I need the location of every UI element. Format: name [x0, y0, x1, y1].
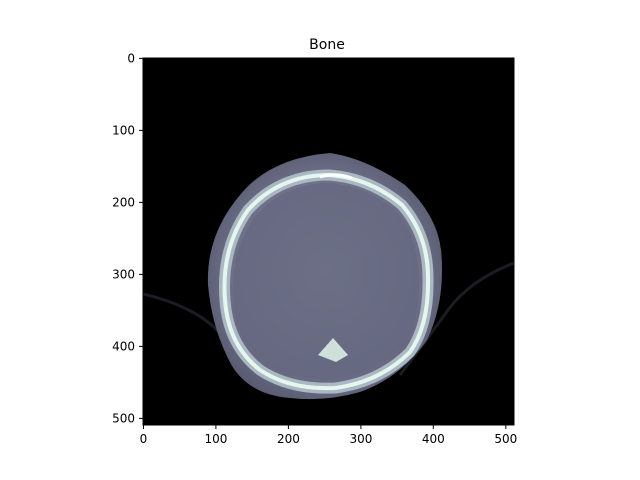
x-tick-label: 400 — [422, 432, 445, 446]
y-tick-label: 0 — [127, 52, 135, 66]
figure-title: Bone — [309, 37, 345, 53]
skull-bone-bright — [222, 172, 431, 391]
y-tick-label: 100 — [112, 124, 135, 138]
occipital-protuberance — [318, 338, 348, 362]
x-axis: 0 100 200 300 400 500 — [140, 425, 517, 446]
ct-image — [143, 58, 514, 425]
y-tick-label: 500 — [112, 412, 135, 426]
y-tick-label: 200 — [112, 196, 135, 210]
y-axis: 0 100 200 300 400 500 — [112, 52, 143, 426]
x-tick-label: 300 — [349, 432, 372, 446]
x-tick-label: 0 — [140, 432, 148, 446]
y-tick-label: 400 — [112, 340, 135, 354]
x-tick-label: 100 — [204, 432, 227, 446]
y-tick-label: 300 — [112, 268, 135, 282]
frontal-bone-thickening — [319, 173, 353, 180]
brain-region — [232, 183, 420, 380]
axes-frame — [142, 57, 515, 426]
x-tick-label: 500 — [494, 432, 517, 446]
x-tick-label: 200 — [277, 432, 300, 446]
